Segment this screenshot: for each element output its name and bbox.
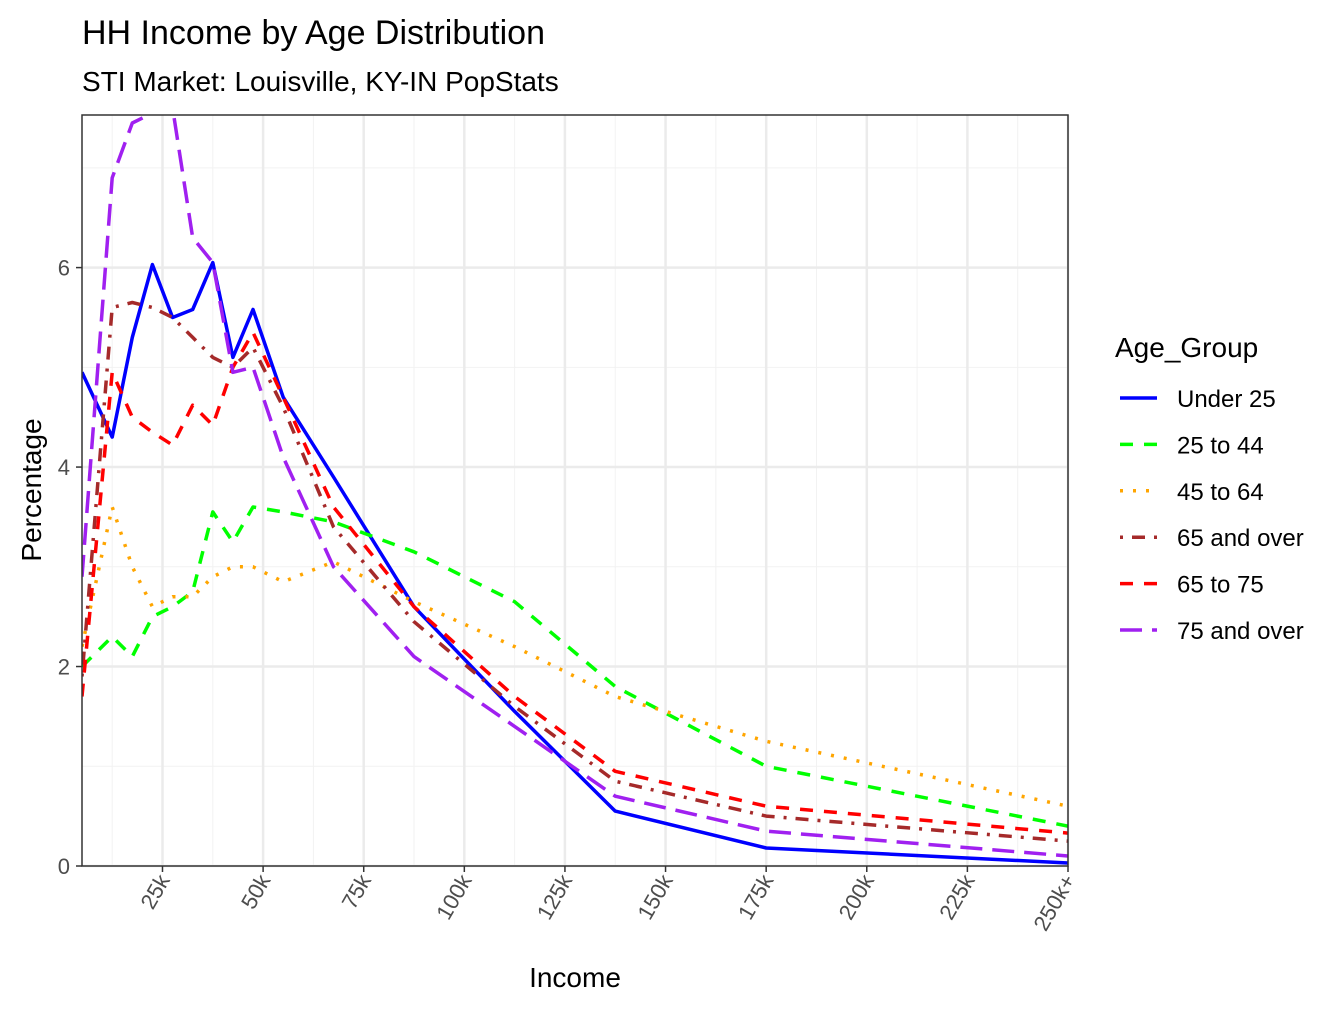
series-line-65-and-over xyxy=(82,300,1068,843)
series-line-75-and-over xyxy=(82,115,1068,858)
x-tick-label: 175k xyxy=(733,869,779,924)
x-tick-label: 150k xyxy=(632,869,678,924)
series-lines xyxy=(82,115,1068,865)
legend-item: 45 to 64 xyxy=(1120,479,1264,506)
legend-item: 75 and over xyxy=(1120,618,1304,645)
grid xyxy=(82,115,1070,868)
legend: Age_Group Under 25 25 to 44 45 to 64 65 and… xyxy=(1115,332,1304,645)
legend-item: Under 25 xyxy=(1120,386,1276,413)
x-tick-label: 250k+ xyxy=(1028,870,1080,935)
x-tick-label: 25k xyxy=(135,869,175,913)
chart-subtitle: STI Market: Louisville, KY-IN PopStats xyxy=(82,66,559,97)
x-tick-label: 125k xyxy=(532,869,578,924)
y-axis-label: Percentage xyxy=(16,418,47,561)
legend-item: 65 to 75 xyxy=(1120,572,1264,599)
x-tick-label: 75k xyxy=(337,869,377,913)
x-tick-label: 50k xyxy=(236,869,276,913)
x-axis-label: Income xyxy=(529,962,621,993)
y-tick-label: 6 xyxy=(58,256,70,281)
legend-item: 25 to 44 xyxy=(1120,432,1264,459)
legend-item: 65 and over xyxy=(1120,525,1304,552)
series-line-45-to-64 xyxy=(82,505,1068,808)
legend-title: Age_Group xyxy=(1115,332,1258,363)
y-tick-label: 0 xyxy=(58,854,70,879)
legend-label: 45 to 64 xyxy=(1177,479,1264,506)
x-tick-label: 200k xyxy=(834,869,880,924)
x-tick-label: 225k xyxy=(934,869,980,924)
legend-label: 25 to 44 xyxy=(1177,432,1264,459)
legend-label: 65 to 75 xyxy=(1177,572,1264,599)
y-tick-label: 4 xyxy=(58,455,70,480)
plot-panel-border xyxy=(81,114,1069,867)
x-axis: 25k 50k 75k 100k 125k 150k 175k 200k 225k 250k+ xyxy=(135,866,1080,935)
series-line-65-to-75 xyxy=(82,330,1068,835)
legend-label: 75 and over xyxy=(1177,618,1304,645)
y-axis: 0 2 4 6 xyxy=(58,256,82,879)
x-tick-label: 100k xyxy=(431,869,477,924)
legend-label: Under 25 xyxy=(1177,386,1276,413)
chart-title: HH Income by Age Distribution xyxy=(82,14,545,52)
legend-label: 65 and over xyxy=(1177,525,1304,552)
y-tick-label: 2 xyxy=(58,655,70,680)
